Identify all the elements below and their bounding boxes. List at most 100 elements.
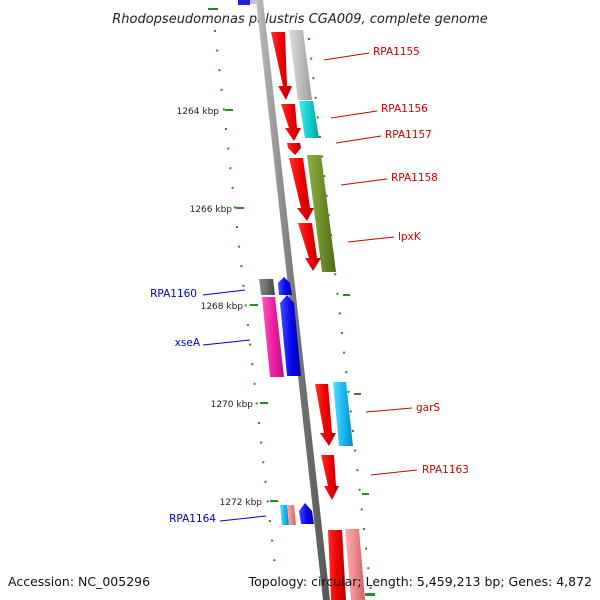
ruler-tick-major — [260, 402, 268, 404]
kbp-label-1266: 1266 kbp — [190, 205, 233, 215]
ruler-tick-minor — [321, 155, 324, 158]
gene-label-rpa1157[interactable]: RPA1157 — [385, 129, 432, 141]
gene-label-rpa1164[interactable]: RPA1164 — [169, 513, 216, 525]
ruler-tick-minor — [338, 312, 341, 315]
ruler-tick-minor — [356, 469, 359, 472]
kbp-label-1268: 1268 kbp — [201, 302, 244, 312]
gene-label-rpa1156[interactable]: RPA1156 — [381, 103, 428, 115]
ruler-tick-minor — [362, 528, 365, 530]
ruler-tick-minor — [316, 116, 319, 119]
ruler-tick-minor — [308, 38, 310, 40]
gene-rpa1160-feature[interactable] — [259, 279, 275, 295]
ruler-tick-minor — [220, 88, 223, 91]
ruler-tick-minor — [351, 430, 354, 432]
ruler-tick-minor — [271, 539, 274, 542]
ruler-tick-minor — [323, 175, 326, 178]
ruler-tick-minor — [251, 363, 254, 366]
ruler-tick-minor — [312, 77, 315, 80]
ruler-tick-major — [343, 294, 350, 296]
ruler-tick-minor — [360, 508, 363, 511]
gene-rpa1155-feature[interactable] — [271, 32, 292, 100]
ruler-tick-minor — [236, 226, 238, 228]
ruler-tick-minor — [244, 304, 247, 307]
ruler-tick-minor — [365, 547, 368, 550]
ruler-tick-major — [354, 393, 361, 395]
accession-text: Accession: NC_005296 — [8, 574, 150, 589]
ruler-tick-minor — [229, 167, 232, 170]
ruler-tick-minor — [349, 410, 352, 413]
gene-rpa1155-partner-feature[interactable] — [289, 30, 312, 100]
ruler-tick-minor — [255, 402, 258, 405]
gene-label-gars[interactable]: garS — [416, 402, 440, 414]
ruler-tick-minor — [231, 186, 234, 189]
kbp-label-1272: 1272 kbp — [220, 498, 263, 508]
ruler-tick-minor — [249, 343, 252, 346]
gene-rpa1157-feature[interactable] — [287, 143, 301, 155]
ruler-tick-minor — [367, 567, 370, 570]
gene-rpa1164-partner-a-feature[interactable] — [287, 505, 296, 525]
gene-gars-feature[interactable] — [315, 384, 336, 446]
ruler-tick-major — [270, 500, 278, 502]
ruler-tick-minor — [264, 480, 267, 483]
ruler-tick-minor — [358, 488, 361, 491]
ruler-tick-minor — [214, 30, 216, 32]
ruler-tick-minor — [222, 108, 225, 111]
ruler-tick-minor — [268, 520, 271, 522]
gene-rpa1160-partner-feature[interactable] — [278, 277, 292, 295]
ruler-tick-minor — [334, 273, 337, 276]
ruler-tick-minor — [253, 382, 256, 385]
gene-rpa1156-feature[interactable] — [281, 104, 301, 141]
ruler-tick-minor — [343, 351, 346, 354]
ruler-tick-minor — [246, 324, 249, 326]
ruler-tick-minor — [266, 500, 269, 503]
ruler-tick-minor — [340, 332, 343, 334]
gene-bottom-salmon-feature[interactable] — [345, 529, 365, 600]
ruler-tick-minor — [273, 559, 276, 562]
top-edge-features — [208, 0, 258, 10]
ruler-tick-minor — [227, 147, 230, 150]
ruler-tick-minor — [310, 57, 313, 60]
ruler-tick-minor — [225, 128, 227, 130]
gene-xsea-feature[interactable] — [262, 297, 284, 377]
ruler-tick-major — [362, 493, 369, 495]
ruler-tick-minor — [233, 206, 236, 209]
kbp-labels: 1264 kbp 1266 kbp 1268 kbp 1270 kbp 1272… — [177, 107, 263, 508]
gene-label-rpa1158[interactable]: RPA1158 — [391, 172, 438, 184]
ruler-tick-major — [236, 207, 244, 209]
ruler-tick-minor — [354, 449, 357, 452]
gene-gars-partner-feature[interactable] — [333, 382, 353, 446]
ruler-tick-major — [250, 304, 258, 306]
label-connectors — [202, 52, 418, 522]
gene-features — [259, 30, 375, 600]
ruler-tick-minor — [240, 265, 243, 268]
gene-label-lpxk[interactable]: lpxK — [398, 231, 422, 243]
ruler-tick-major — [225, 109, 233, 111]
gene-label-rpa1155[interactable]: RPA1155 — [373, 46, 420, 58]
ruler-tick-minor — [369, 586, 372, 589]
gene-rpa1164-feature[interactable] — [280, 505, 289, 525]
ruler-tick-minor — [325, 194, 328, 197]
gene-lpxk-partner-feature[interactable] — [307, 155, 336, 272]
gene-bottom-red-feature[interactable] — [328, 530, 346, 600]
ruler-tick-minor — [314, 96, 317, 99]
gene-xsea-partner-feature[interactable] — [280, 295, 301, 376]
gene-label-rpa1163[interactable]: RPA1163 — [422, 464, 469, 476]
gene-rpa1156-partner-feature[interactable] — [299, 101, 319, 138]
ruler-tick-minor — [262, 461, 265, 464]
genome-backbone — [256, 0, 330, 600]
kbp-label-1270: 1270 kbp — [211, 400, 254, 410]
ruler-tick-minor — [347, 390, 350, 393]
gene-lpxk-feature[interactable] — [298, 223, 321, 271]
gene-label-rpa1160[interactable]: RPA1160 — [150, 288, 197, 300]
gene-rpa1163-feature[interactable] — [321, 455, 339, 500]
ruler-tick-minor — [218, 69, 221, 72]
ruler-tick-minor — [238, 245, 241, 248]
map-title: Rhodopseudomonas palustris CGA009, compl… — [112, 12, 488, 27]
gene-rpa1158-feature[interactable] — [289, 158, 314, 221]
position-ruler — [214, 30, 372, 589]
gene-rpa1164-partner-b-feature[interactable] — [299, 503, 314, 524]
gene-label-xsea[interactable]: xseA — [175, 337, 201, 349]
bottom-tick-mark — [365, 593, 375, 596]
ruler-tick-minor — [319, 136, 321, 138]
